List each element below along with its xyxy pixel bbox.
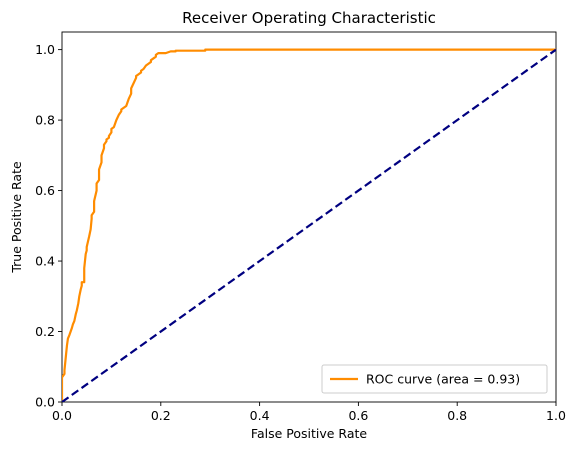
y-tick-label: 0.0 [35, 395, 55, 410]
y-tick-label: 0.6 [35, 183, 55, 198]
y-tick-label: 0.2 [35, 324, 55, 339]
x-tick-label: 0.6 [348, 408, 368, 423]
roc-curve-line [62, 48, 556, 402]
x-axis-ticks: 0.0 0.2 0.4 0.6 0.8 1.0 [52, 402, 566, 423]
legend-label-roc-curve: ROC curve (area = 0.93) [366, 372, 520, 387]
y-tick-label: 1.0 [35, 42, 55, 57]
chance-diagonal-line [62, 48, 556, 402]
x-tick-label: 0.4 [250, 408, 270, 423]
x-tick-label: 0.0 [52, 408, 72, 423]
legend: ROC curve (area = 0.93) [321, 364, 548, 394]
x-axis-label: False Positive Rate [251, 426, 367, 441]
chart-title: Receiver Operating Characteristic [182, 9, 436, 27]
plot-frame [61, 31, 557, 403]
plot-area [61, 31, 557, 403]
y-axis-ticks: 0.0 0.2 0.4 0.6 0.8 1.0 [35, 42, 62, 410]
x-tick-label: 0.8 [447, 408, 467, 423]
x-tick-label: 1.0 [546, 408, 566, 423]
legend-box [321, 364, 548, 394]
series-layer [62, 48, 556, 402]
y-tick-label: 0.4 [35, 254, 55, 269]
y-axis-label: True Positive Rate [9, 161, 24, 274]
x-tick-label: 0.2 [151, 408, 171, 423]
y-tick-label: 0.8 [35, 113, 55, 128]
